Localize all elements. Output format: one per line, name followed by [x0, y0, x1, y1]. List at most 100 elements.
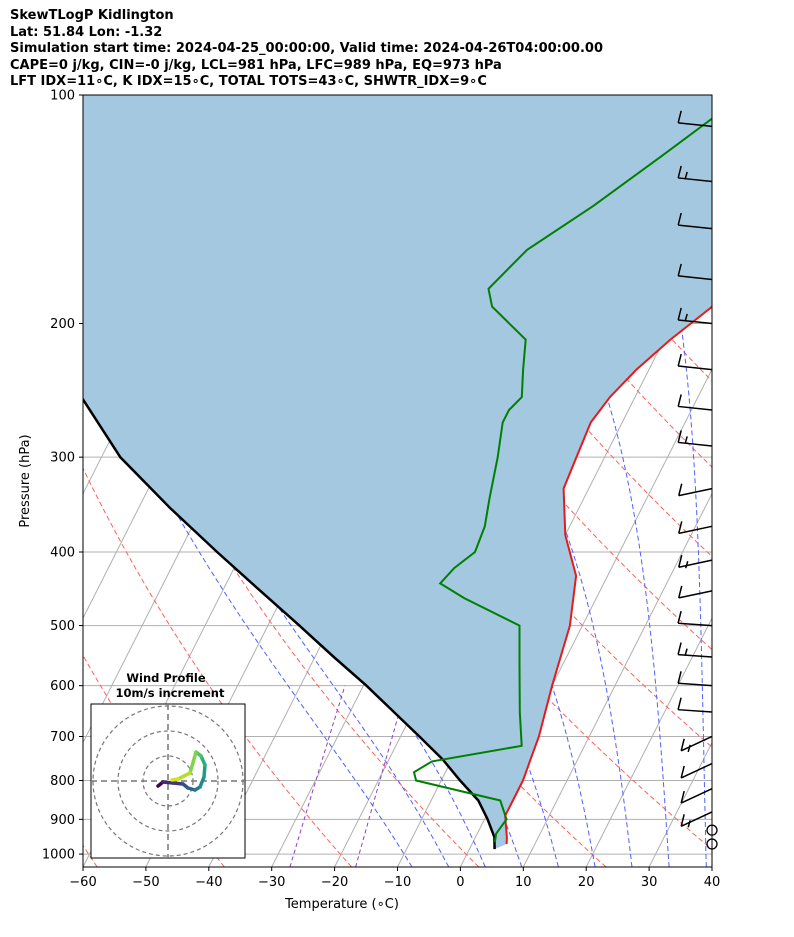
wind-barb-flag [677, 642, 682, 655]
mixing-ratio-line [289, 685, 346, 867]
x-tick-label: −40 [195, 875, 222, 890]
cape-cin-fill [83, 95, 712, 850]
wind-barb-shaft [680, 762, 713, 779]
wind-barb-shaft [678, 177, 713, 183]
y-tick-label: 1000 [42, 848, 75, 863]
wind-barb-shaft [678, 622, 713, 627]
profile-lines [83, 117, 712, 850]
indices-line-1: CAPE=0 j/kg, CIN=-0 j/kg, LCL=981 hPa, L… [10, 57, 502, 73]
x-tick-label: −60 [69, 875, 96, 890]
wind-barb-shaft [678, 122, 713, 128]
temperature-profile-line [504, 305, 712, 845]
dry-adiabat-line [83, 278, 480, 867]
y-tick-label: 400 [50, 546, 75, 561]
wind-barb-shaft [678, 682, 713, 687]
wind-barb-shaft [678, 590, 713, 599]
wind-barb-shaft [678, 275, 713, 281]
wind-barb-flag [680, 765, 685, 779]
wind-barb-flag [677, 394, 682, 407]
wind-barb-flag [678, 483, 683, 496]
x-tick-label: −30 [258, 875, 285, 890]
wind-barb-shaft [678, 224, 713, 230]
inset-subtitle: 10m/s increment [116, 686, 225, 700]
x-tick-label: −10 [384, 875, 411, 890]
wind-barb-flag [680, 814, 685, 827]
parcel-profile-line [83, 397, 496, 850]
wind-barb-shaft [680, 735, 713, 752]
inset-title: Wind Profile [126, 671, 206, 685]
hodograph-segment [188, 750, 198, 775]
wind-barb-flag [677, 307, 682, 321]
dewpoint-profile-line [412, 117, 712, 843]
inset-hodograph [91, 704, 245, 858]
isotherm-line [711, 865, 712, 867]
axes: −60 −50 −40 −30 −20 −10 0 10 20 30 40 100 200 300 400 5… [42, 89, 720, 891]
chart-title: SkewTLogP Kidlington [10, 8, 174, 23]
y-axis-label: Pressure (hPa) [18, 434, 33, 527]
wind-barb-flag [678, 555, 683, 568]
y-tick-label: 600 [50, 679, 75, 694]
wind-barb-flag [677, 611, 682, 624]
wind-barb-half-flag [684, 648, 688, 656]
hodograph-ring [117, 730, 219, 832]
wind-barb-shaft [678, 708, 713, 713]
wind-barb-half-flag [687, 744, 691, 753]
wind-barb-shaft [680, 787, 713, 804]
y-tick-label: 900 [50, 813, 75, 828]
wind-barb-shaft [678, 559, 713, 568]
wind-barb-flag [677, 697, 682, 710]
times-line: Simulation start time: 2024-04-25_00:00:… [10, 41, 603, 56]
y-tick-label: 200 [50, 317, 75, 332]
isotherm-line [83, 95, 97, 122]
wind-barb-shaft [678, 525, 713, 535]
y-tick-label: 500 [50, 619, 75, 634]
calm-wind-marker [706, 824, 718, 836]
hodograph-segment [170, 777, 180, 782]
x-tick-label: 0 [456, 875, 464, 890]
mixing-ratio-line [355, 685, 408, 867]
cape-fill-area [83, 95, 712, 850]
wind-barb-shaft [678, 405, 713, 411]
x-tick-label: −20 [321, 875, 348, 890]
wind-profile-inset: Wind Profile 10m/s increment [90, 671, 246, 859]
wind-barbs [677, 110, 718, 850]
wind-barb-half-flag [685, 561, 689, 569]
wind-barb-half-flag [684, 313, 688, 322]
y-tick-label: 700 [50, 730, 75, 745]
isotherm-line [585, 617, 712, 867]
wind-barb-shaft [678, 653, 713, 658]
x-tick-label: −50 [132, 875, 159, 890]
x-tick-label: 30 [641, 875, 658, 890]
wind-barb-shaft [678, 441, 713, 447]
dry-adiabat-line [83, 467, 352, 867]
y-tick-label: 800 [50, 774, 75, 789]
wind-barb-shaft [678, 487, 713, 497]
wind-barb-flag [677, 353, 682, 367]
y-tick-label: 100 [50, 89, 75, 104]
calm-wind-marker [706, 838, 718, 850]
wind-barb-flag [677, 671, 682, 684]
x-axis-label: Temperature (∘C) [284, 897, 399, 912]
wind-barb-shaft [678, 319, 713, 325]
wind-barb-flag [677, 212, 682, 226]
wind-barb-half-flag [684, 171, 688, 180]
wind-barb-flag [677, 165, 682, 179]
y-tick-label: 300 [50, 451, 75, 466]
hodograph-segment [198, 775, 206, 789]
hodograph-segment [202, 763, 207, 779]
moist-adiabat-line [454, 95, 670, 867]
x-tick-label: 20 [578, 875, 595, 890]
wind-barb-flag [678, 521, 683, 534]
wind-barb-flag [677, 263, 682, 277]
x-tick-label: 10 [515, 875, 532, 890]
location-line: Lat: 51.84 Lon: -1.32 [10, 24, 163, 40]
hodograph-segment [176, 771, 192, 781]
wind-barb-shaft [678, 365, 713, 371]
wind-barb-flag [680, 790, 685, 804]
chart-title-block: SkewTLogP Kidlington Lat: 51.84 Lon: -1.… [10, 8, 603, 91]
wind-barb-flag [677, 110, 682, 124]
indices-line-2: LFT IDX=11∘C, K IDX=15∘C, TOTAL TOTS=43∘… [10, 74, 487, 89]
x-tick-label: 40 [704, 875, 721, 890]
wind-barb-half-flag [687, 820, 691, 828]
